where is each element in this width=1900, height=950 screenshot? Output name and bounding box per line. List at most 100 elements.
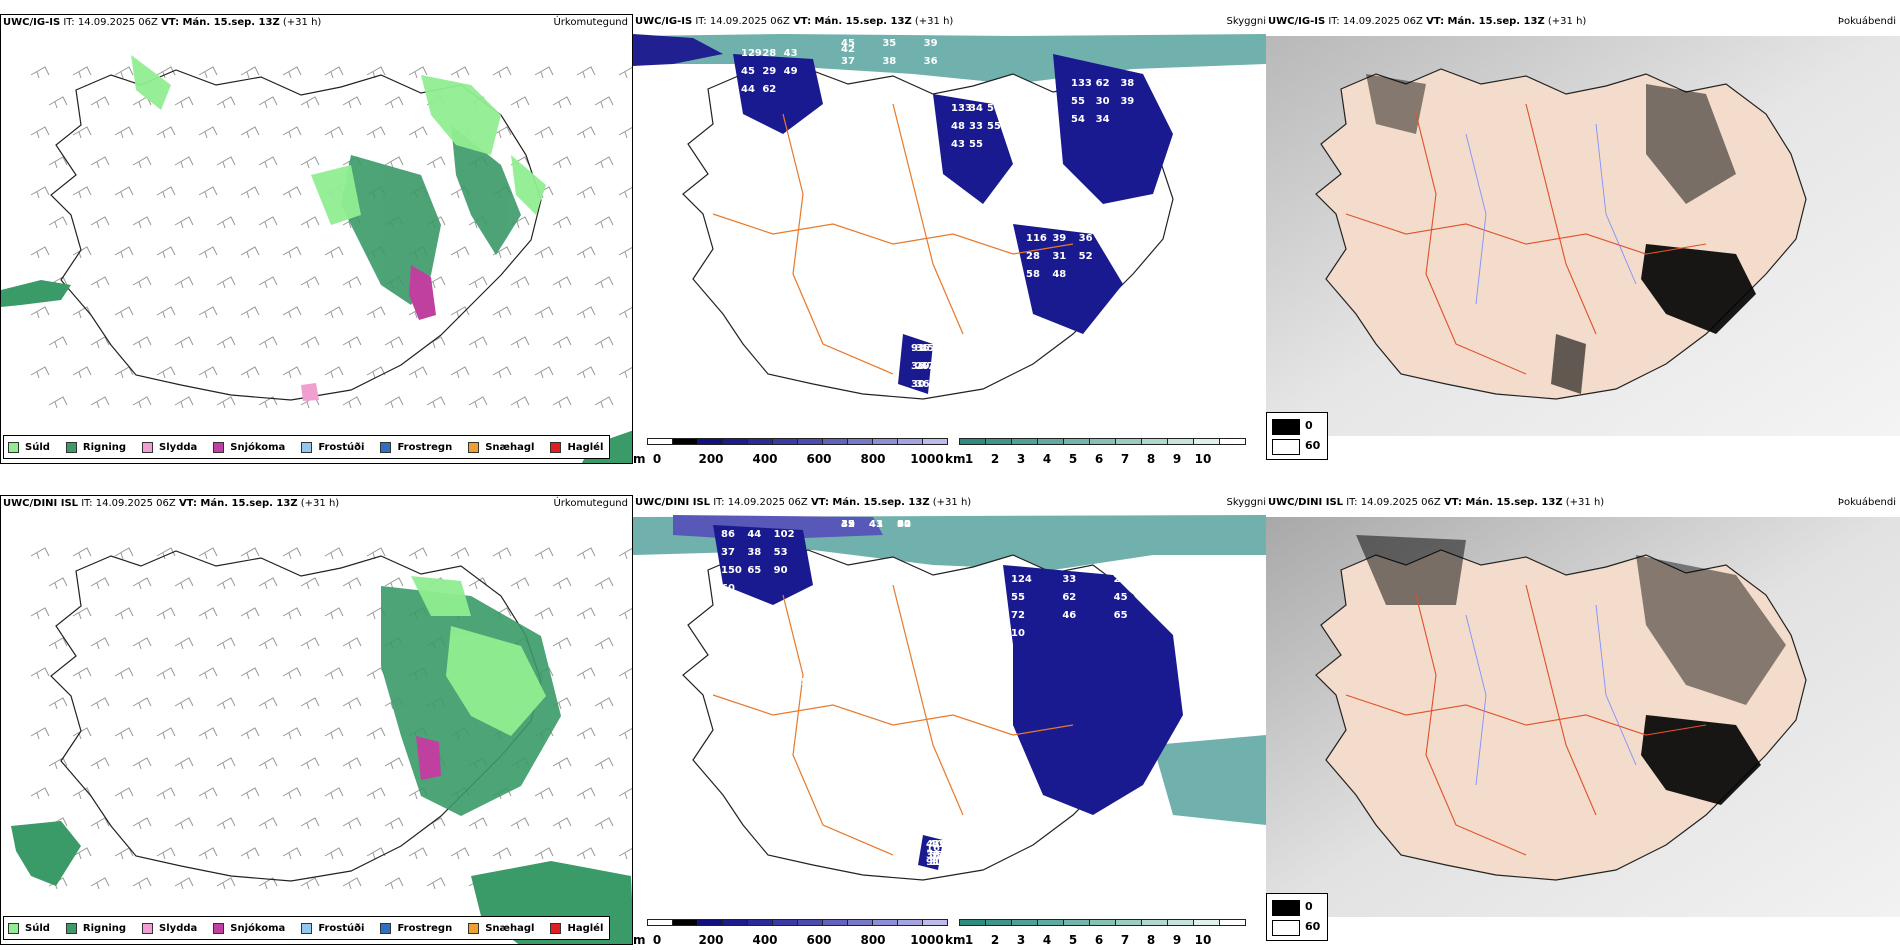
cloud-base-label: 51 (857, 659, 871, 670)
cloud-base-label: 74 (932, 850, 946, 861)
wind-barb (366, 727, 386, 740)
legend-swatch (550, 922, 562, 934)
cloud-base-label: 55 (969, 139, 983, 150)
wind-barb (594, 396, 614, 409)
colorbar-tick: 0 (652, 933, 662, 945)
wind-barb (174, 577, 194, 590)
wind-barb (618, 727, 632, 740)
colorbar-tick: 400 (752, 933, 778, 945)
colorbar-segment (1167, 438, 1194, 445)
wind-barb (324, 547, 344, 560)
wind-barb (366, 306, 386, 319)
legend-item: Frostúði (301, 922, 365, 934)
wind-barb (534, 126, 554, 139)
wind-barb (282, 246, 302, 259)
legend-item: Snjókoma (213, 922, 285, 934)
legend-item: Haglél (550, 441, 603, 453)
cloud-base-label: 37 (841, 56, 855, 67)
wind-barb (198, 126, 218, 139)
legend-item: Frostúði (301, 441, 364, 453)
visibility-panel-bottom: 86 124 410 35 44 44 33 40 41 88 102 259 39 54 51 37 55 91… (633, 495, 1266, 945)
wind-barb (72, 547, 92, 560)
cloud-base-label: 38 (882, 56, 896, 67)
low-cloud-areas (733, 54, 1173, 394)
wind-barb (342, 577, 362, 590)
wind-barb (300, 577, 320, 590)
wind-barb (408, 366, 428, 379)
wind-barb (156, 727, 176, 740)
visibility-map-bottom: 8612441035444433404188102259395451375591… (633, 515, 1266, 881)
cloud-base-label: 43 (784, 48, 798, 59)
cloud-base-label: 116 (1026, 233, 1047, 244)
wind-barb (48, 216, 68, 229)
cloud-base-label: 37 (721, 547, 735, 558)
cloud-base-label: 91 (926, 857, 940, 868)
fog-legend-low-label: 60 (1305, 439, 1321, 452)
cloud-base-label: 41 (869, 519, 883, 530)
cloud-base-label: 29 (762, 66, 776, 77)
colorbar-tick: 6 (1094, 452, 1104, 464)
precip-type-legend: Súld Rigning Slydda Snjókoma Frostúði Frostre… (3, 435, 611, 459)
cloud-base-label: 55 (1071, 96, 1085, 107)
cloud-base-label: 34 (969, 103, 983, 114)
cloud-base-label: 36 (916, 343, 930, 354)
colorbar-unit: km (945, 452, 966, 464)
wind-barb (72, 306, 92, 319)
wind-barb (576, 847, 596, 860)
legend-item: Slydda (142, 922, 197, 934)
cloud-base-label: 62 (1062, 592, 1076, 603)
colorbar-tick: 9 (1172, 452, 1182, 464)
wind-barb (342, 396, 362, 409)
colorbar-segment (985, 438, 1012, 445)
wind-barb (216, 877, 236, 890)
wind-barb (240, 847, 260, 860)
wind-barb (216, 817, 236, 830)
precip-snow (409, 265, 436, 320)
legend-swatch (213, 922, 225, 934)
cloud-base-label: 43 (951, 139, 965, 150)
wind-barb (510, 336, 530, 349)
wind-barb (174, 637, 194, 650)
wind-barb (90, 757, 110, 770)
cloud-base-label: 55 (1011, 592, 1025, 603)
colorbar-tick: 9 (1172, 933, 1182, 945)
wind-barb (468, 336, 488, 349)
cloud-base-label: 259 (1114, 574, 1135, 585)
wind-barb (132, 216, 152, 229)
cloud-base-label: 70 (857, 695, 871, 706)
wind-barb (156, 126, 176, 139)
wind-barb (240, 126, 260, 139)
wind-barb (408, 66, 428, 79)
cloud-base-label: 50 (987, 103, 1001, 114)
wind-barb (594, 96, 614, 109)
wind-barb (30, 547, 50, 560)
wind-barb (72, 787, 92, 800)
cloud-base-label: 36 (1079, 233, 1093, 244)
product-type: Úrkomutegund (553, 498, 628, 509)
wind-barb (48, 757, 68, 770)
wind-barb (258, 156, 278, 169)
wind-barb (198, 787, 218, 800)
colorbar-segment (847, 438, 873, 445)
colorbar-tick: 2 (990, 452, 1000, 464)
wind-barb (408, 847, 428, 860)
wind-barb (324, 667, 344, 680)
legend-item: Súld (8, 922, 50, 934)
colorbar-segment (1141, 438, 1168, 445)
fog-legend-low-label: 60 (1305, 920, 1321, 933)
wind-barb (132, 757, 152, 770)
cloud-base-label: 42 (841, 519, 855, 530)
wind-barb (174, 156, 194, 169)
wind-barb (90, 96, 110, 109)
wind-barb (300, 697, 320, 710)
colorbar-segment (959, 438, 986, 445)
fog-legend-low-swatch (1272, 920, 1300, 936)
wind-barb (30, 186, 50, 199)
wind-barb (450, 66, 470, 79)
wind-barb (594, 156, 614, 169)
wind-barb (114, 66, 134, 79)
legend-label: Frostregn (397, 922, 453, 934)
legend-label: Frostúði (318, 922, 365, 934)
wind-barb (174, 817, 194, 830)
wind-barb (114, 667, 134, 680)
